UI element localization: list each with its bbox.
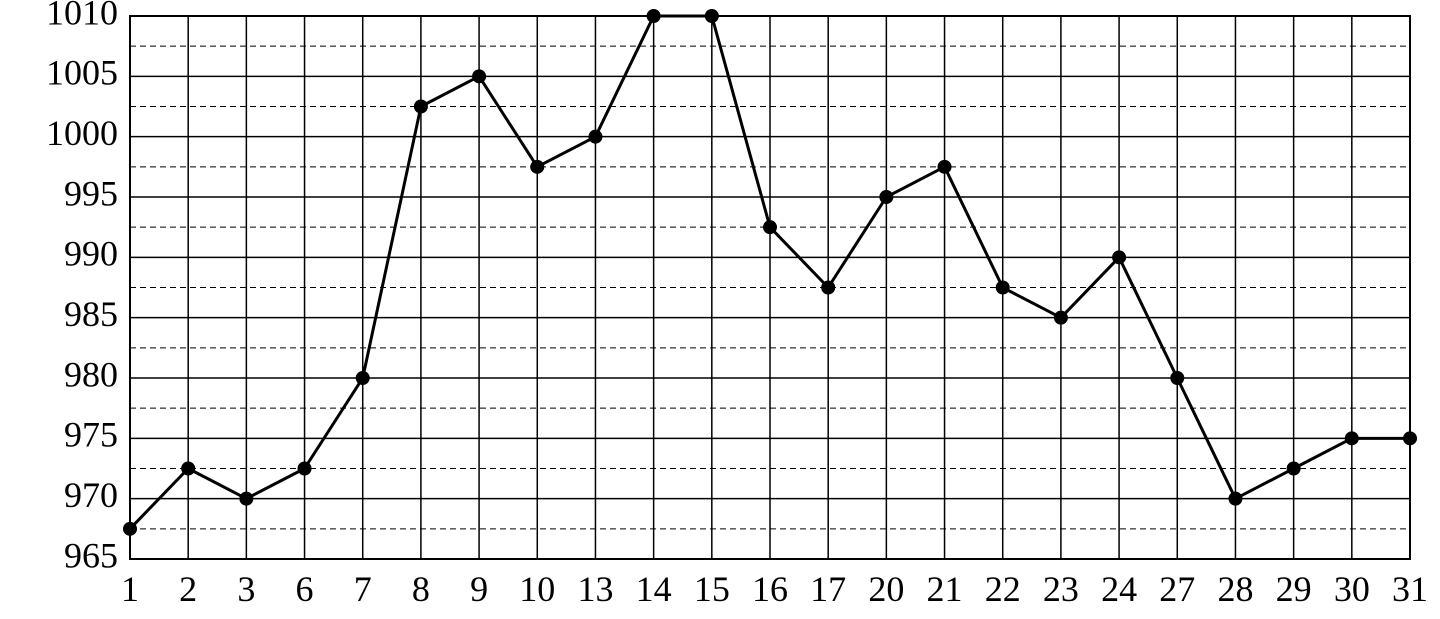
x-tick-label: 17 (810, 569, 846, 609)
x-tick-label: 23 (1043, 569, 1079, 609)
y-tick-label: 1005 (46, 53, 118, 93)
x-tick-label: 30 (1334, 569, 1370, 609)
data-marker (1345, 431, 1359, 445)
data-marker (1228, 492, 1242, 506)
data-marker (472, 69, 486, 83)
x-tick-label: 15 (694, 569, 730, 609)
x-tick-label: 22 (985, 569, 1021, 609)
data-marker (588, 130, 602, 144)
x-tick-label: 21 (927, 569, 963, 609)
y-tick-label: 985 (64, 294, 118, 334)
x-tick-label: 16 (752, 569, 788, 609)
y-tick-label: 990 (64, 234, 118, 274)
x-tick-label: 29 (1276, 569, 1312, 609)
y-tick-label: 1010 (46, 0, 118, 32)
data-marker (356, 371, 370, 385)
data-marker (763, 220, 777, 234)
y-tick-label: 1000 (46, 113, 118, 153)
y-tick-label: 970 (64, 475, 118, 515)
x-tick-label: 14 (636, 569, 672, 609)
x-tick-label: 2 (179, 569, 197, 609)
data-marker (647, 9, 661, 23)
x-tick-label: 24 (1101, 569, 1137, 609)
data-marker (1403, 431, 1417, 445)
data-marker (821, 281, 835, 295)
x-tick-label: 6 (296, 569, 314, 609)
data-marker (879, 190, 893, 204)
data-marker (239, 492, 253, 506)
x-tick-label: 13 (577, 569, 613, 609)
x-tick-label: 28 (1217, 569, 1253, 609)
x-tick-label: 7 (354, 569, 372, 609)
y-tick-label: 980 (64, 354, 118, 394)
y-tick-label: 965 (64, 535, 118, 575)
data-marker (123, 522, 137, 536)
data-marker (1287, 462, 1301, 476)
y-tick-label: 995 (64, 173, 118, 213)
data-marker (705, 9, 719, 23)
data-marker (1112, 250, 1126, 264)
x-tick-label: 31 (1392, 569, 1428, 609)
line-chart: 9659709759809859909951000100510101236789… (0, 0, 1440, 619)
x-tick-label: 20 (868, 569, 904, 609)
data-marker (414, 100, 428, 114)
x-tick-label: 9 (470, 569, 488, 609)
y-tick-label: 975 (64, 415, 118, 455)
x-tick-label: 1 (121, 569, 139, 609)
x-tick-label: 10 (519, 569, 555, 609)
chart-background (0, 0, 1440, 619)
data-marker (996, 281, 1010, 295)
x-tick-label: 27 (1159, 569, 1195, 609)
data-marker (298, 462, 312, 476)
x-tick-label: 8 (412, 569, 430, 609)
data-marker (530, 160, 544, 174)
data-marker (181, 462, 195, 476)
data-marker (1170, 371, 1184, 385)
data-marker (938, 160, 952, 174)
x-tick-label: 3 (237, 569, 255, 609)
data-marker (1054, 311, 1068, 325)
